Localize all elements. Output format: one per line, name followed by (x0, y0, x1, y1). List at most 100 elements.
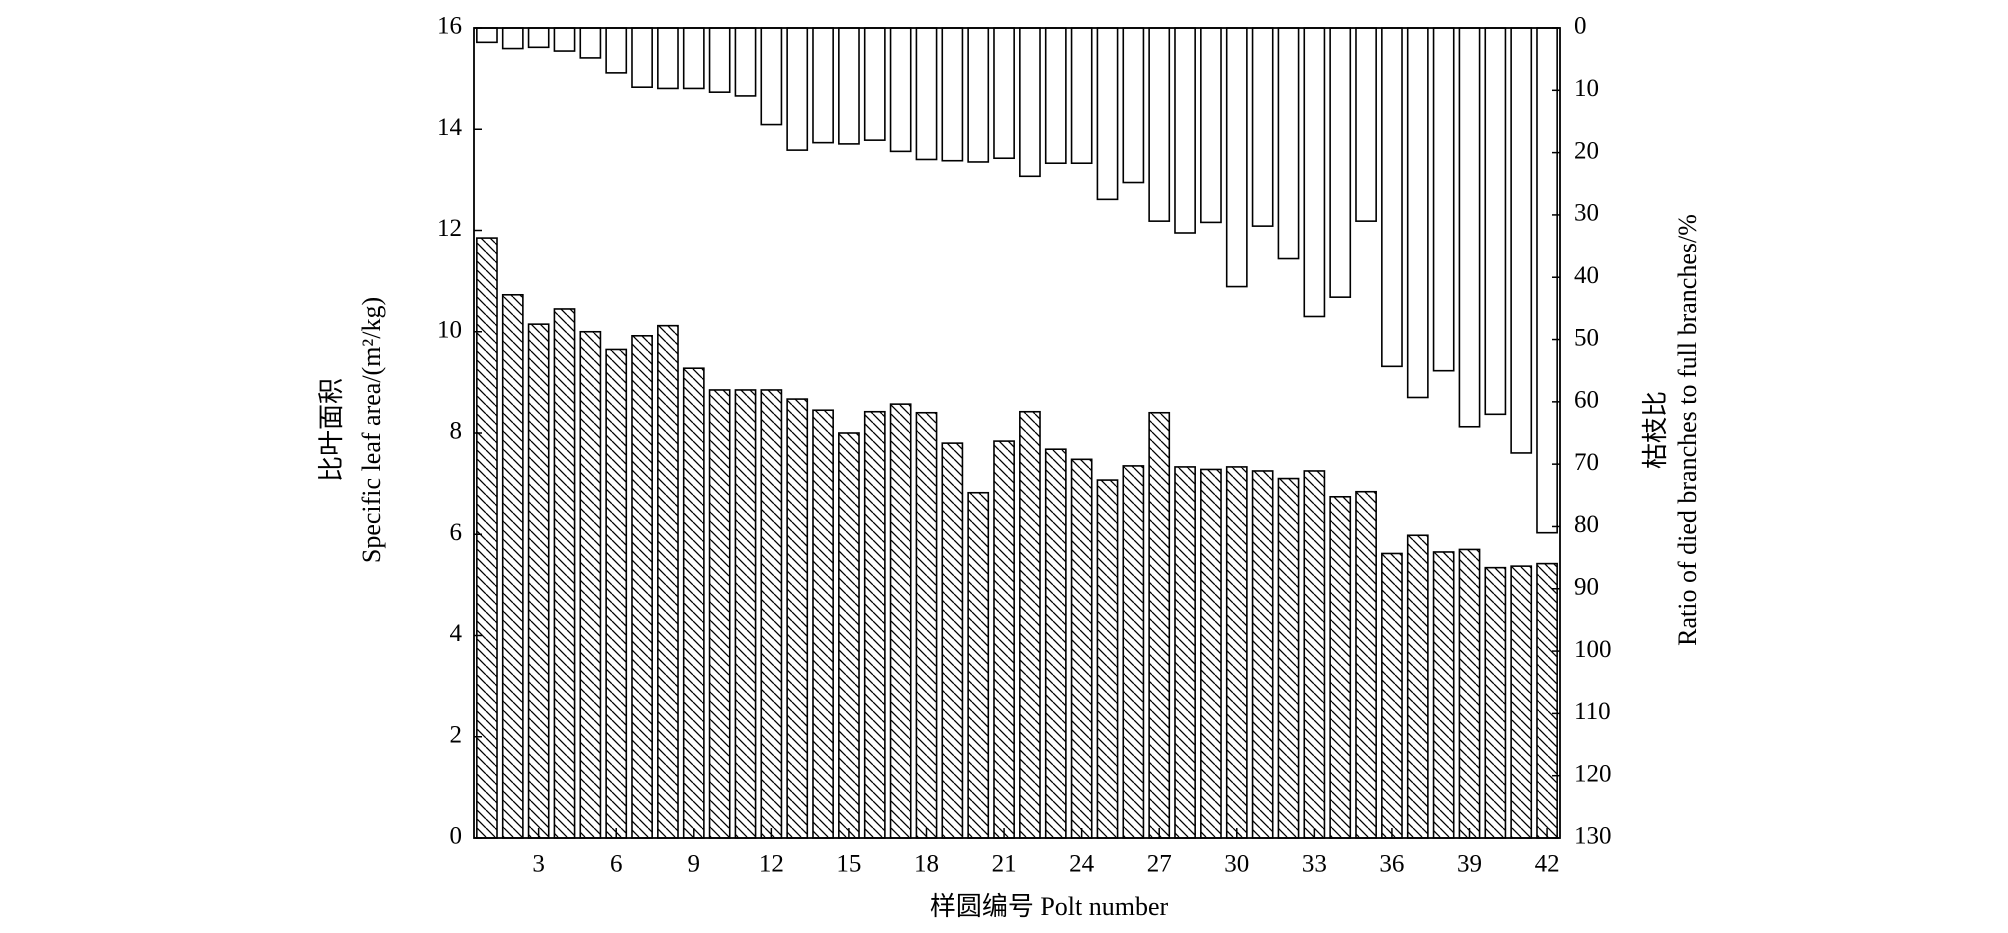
x-tick-label: 27 (1147, 851, 1172, 878)
bar (605, 27, 628, 74)
bar (838, 27, 860, 145)
x-tick-label: 15 (836, 851, 861, 878)
y-tick-label: 4 (450, 620, 463, 647)
bar (786, 27, 809, 151)
x-tick-label: 3 (532, 851, 545, 878)
bar (1303, 27, 1326, 318)
bar (1019, 27, 1041, 178)
bar (553, 27, 576, 52)
bar (1510, 565, 1533, 839)
y2-tick-label: 100 (1574, 636, 1612, 663)
y2-tick-label: 90 (1574, 574, 1599, 601)
bar (1200, 27, 1222, 224)
bar (1044, 27, 1067, 165)
bar (1329, 495, 1352, 839)
bar (708, 27, 731, 93)
y2-tick-label: 110 (1574, 698, 1611, 725)
bar (1458, 27, 1481, 428)
bar (1251, 27, 1274, 227)
bar (1174, 27, 1196, 234)
y2-tick-label: 80 (1574, 511, 1599, 538)
bar (682, 27, 705, 90)
bar (1355, 490, 1377, 839)
bar (993, 440, 1015, 839)
bar (708, 389, 731, 839)
x-tick-label: 18 (914, 851, 939, 878)
bar (1484, 566, 1507, 839)
bar (1432, 551, 1455, 839)
bar (915, 27, 938, 161)
bar (734, 27, 757, 97)
y-tick-label: 8 (450, 418, 463, 445)
bar (863, 27, 886, 141)
bar (1510, 27, 1533, 454)
y-tick-label: 0 (450, 823, 463, 850)
y2-tick-label: 20 (1574, 137, 1599, 164)
bar (1122, 465, 1145, 839)
y2-tick-label: 120 (1574, 760, 1612, 787)
x-tick-label: 12 (759, 851, 784, 878)
bar (501, 293, 524, 839)
y-axis-title: Specific leaf area/(m²/kg) (357, 297, 386, 563)
bar (1096, 27, 1119, 201)
y2-tick-label: 50 (1574, 324, 1599, 351)
bar (1484, 27, 1507, 416)
bar (967, 491, 990, 839)
y2-tick-label: 70 (1574, 449, 1599, 476)
bar (1303, 470, 1326, 839)
y2-tick-label: 130 (1574, 823, 1612, 850)
y2-tick-label: 10 (1574, 75, 1599, 102)
y-axis-title: 比叶面积 (317, 378, 346, 482)
bar (1329, 27, 1352, 298)
y2-axis-title: 枯枝比 (1641, 391, 1670, 469)
x-tick-label: 36 (1379, 851, 1404, 878)
bar (501, 27, 524, 50)
bar (1406, 534, 1429, 839)
bar (1070, 458, 1093, 839)
bar (889, 27, 912, 153)
y-tick-label: 6 (450, 519, 463, 546)
x-tick-label: 39 (1457, 851, 1482, 878)
y-tick-label: 2 (450, 721, 463, 748)
bar (476, 27, 498, 44)
bar (1381, 27, 1403, 368)
y2-axis-title: Ratio of died branches to full branches/… (1673, 214, 1702, 646)
bar (1200, 468, 1222, 839)
bar (1458, 548, 1481, 839)
bar (682, 367, 705, 839)
bar (1225, 466, 1248, 839)
y2-tick-label: 30 (1574, 200, 1599, 227)
bar (1096, 479, 1119, 839)
bar (838, 432, 860, 839)
x-tick-label: 9 (688, 851, 701, 878)
bar (553, 308, 576, 839)
bar (1019, 410, 1041, 839)
x-tick-label: 21 (992, 851, 1017, 878)
bar (941, 442, 964, 839)
bar (863, 410, 886, 839)
bar (657, 324, 679, 839)
bar (812, 409, 834, 839)
y2-tick-label: 60 (1574, 387, 1599, 414)
bar (812, 27, 834, 144)
bar (1381, 552, 1403, 839)
bar (1174, 466, 1196, 839)
bar (1225, 27, 1248, 288)
bar (605, 348, 628, 839)
y-tick-label: 12 (437, 215, 462, 242)
bar (1355, 27, 1377, 222)
bar (527, 27, 550, 49)
x-tick-label: 33 (1302, 851, 1327, 878)
bar (1148, 27, 1171, 222)
bar (1070, 27, 1093, 165)
bar (760, 389, 783, 839)
y2-tick-label: 40 (1574, 262, 1599, 289)
y-tick-label: 16 (437, 13, 462, 40)
y-tick-label: 14 (437, 114, 463, 141)
bar (760, 27, 783, 126)
y-tick-label: 10 (437, 316, 462, 343)
bar (786, 398, 809, 839)
bar (1406, 27, 1429, 399)
bar (889, 403, 912, 839)
